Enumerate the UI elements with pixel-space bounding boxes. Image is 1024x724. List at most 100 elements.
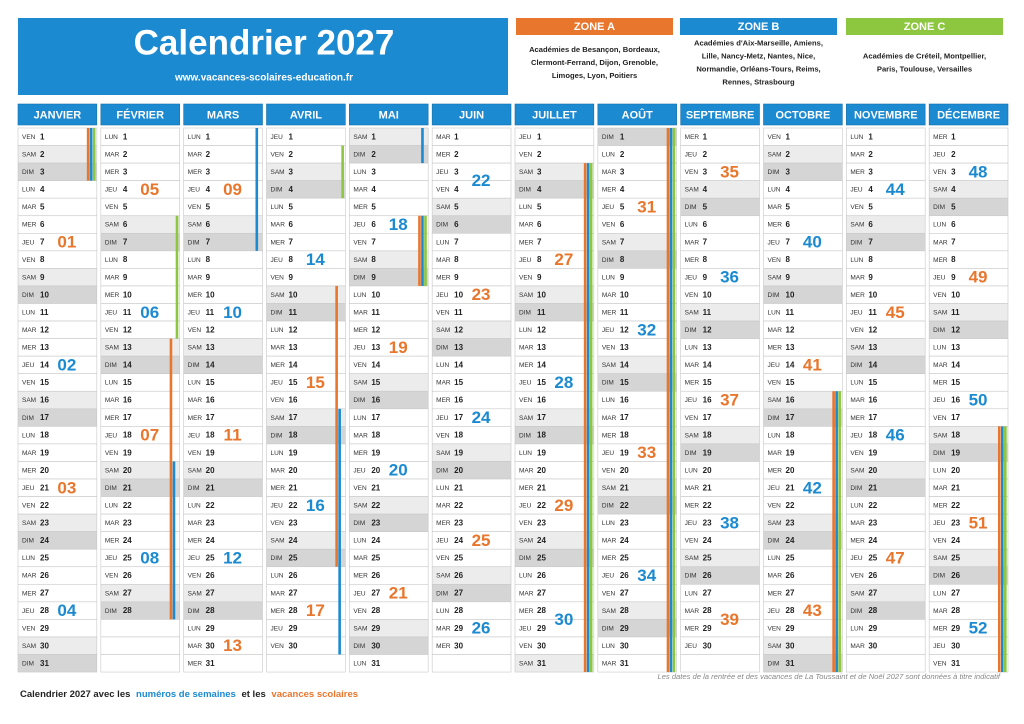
day-number: 12 — [620, 325, 629, 334]
weekday: MER — [685, 380, 700, 387]
vacation-stripe — [255, 128, 259, 251]
weekday: MAR — [685, 485, 700, 492]
weekday: JEU — [436, 169, 449, 176]
weekday: LUN — [850, 257, 863, 264]
weekday: LUN — [933, 590, 946, 597]
weekday: SAM — [271, 169, 285, 176]
weekday: DIM — [602, 257, 614, 264]
day-number: 8 — [123, 255, 128, 264]
day-number: 6 — [868, 220, 873, 229]
day-number: 14 — [620, 361, 629, 370]
day-number: 21 — [40, 483, 49, 492]
day-number: 25 — [40, 554, 49, 563]
day-number: 13 — [703, 343, 712, 352]
day-number: 29 — [537, 624, 546, 633]
day-number: 11 — [951, 308, 960, 317]
day-number: 19 — [868, 448, 877, 457]
weekday: MAR — [188, 152, 203, 159]
zone-name: ZONE C — [904, 21, 946, 33]
day-number: 16 — [868, 396, 877, 405]
week-number: 51 — [969, 513, 988, 532]
day-number: 5 — [371, 203, 376, 212]
weekday: JEU — [850, 187, 863, 194]
day-number: 2 — [868, 150, 873, 159]
day-number: 28 — [620, 606, 629, 615]
weekday: DIM — [188, 239, 200, 246]
weekday: JEU — [188, 555, 201, 562]
day-number: 13 — [289, 343, 298, 352]
weekday: DIM — [602, 503, 614, 510]
day-number: 6 — [289, 220, 294, 229]
weekday: MER — [602, 432, 617, 439]
month-header — [846, 103, 926, 126]
day-number: 27 — [951, 589, 960, 598]
weekday: VEN — [850, 204, 864, 211]
day-number: 13 — [868, 343, 877, 352]
weekday: VEN — [768, 257, 782, 264]
weekday: JEU — [436, 292, 449, 299]
day-number: 31 — [371, 659, 380, 668]
day-number: 25 — [786, 554, 795, 563]
weekday: VEN — [22, 625, 36, 632]
day-number: 9 — [40, 273, 45, 282]
week-number: 49 — [969, 268, 988, 287]
day-number: 27 — [40, 589, 49, 598]
day-number: 12 — [703, 325, 712, 334]
week-number: 40 — [803, 233, 822, 252]
day-number: 6 — [951, 220, 956, 229]
weekday: DIM — [436, 467, 448, 474]
weekday: MER — [602, 309, 617, 316]
day-number: 30 — [537, 641, 546, 650]
month-header — [680, 103, 760, 126]
day-number: 26 — [620, 571, 629, 580]
weekday: SAM — [768, 520, 782, 527]
day-number: 6 — [703, 220, 708, 229]
weekday: MAR — [353, 555, 368, 562]
weekday: MAR — [519, 590, 534, 597]
day-number: 22 — [868, 501, 877, 510]
day-number: 8 — [454, 255, 459, 264]
weekday: JEU — [105, 432, 118, 439]
weekday: MAR — [436, 380, 451, 387]
weekday: VEN — [602, 467, 616, 474]
day-number: 6 — [371, 220, 376, 229]
weekday: DIM — [602, 380, 614, 387]
weekday: JEU — [685, 397, 698, 404]
weekday: LUN — [602, 152, 615, 159]
day-number: 3 — [868, 167, 873, 176]
week-number: 41 — [803, 355, 822, 374]
day-number: 11 — [40, 308, 49, 317]
month-name: FÉVRIER — [116, 108, 164, 121]
weekday: MAR — [850, 152, 865, 159]
weekday: DIM — [271, 432, 283, 439]
day-number: 15 — [206, 378, 215, 387]
day-number: 18 — [868, 431, 877, 440]
title-banner — [18, 18, 508, 95]
weekday: DIM — [519, 555, 531, 562]
weekday: JEU — [768, 608, 781, 615]
weekday: SAM — [768, 152, 782, 159]
weekday: DIM — [685, 327, 697, 334]
day-number: 17 — [40, 413, 49, 422]
day-number: 31 — [40, 659, 49, 668]
weekday: MAR — [850, 274, 865, 281]
day-number: 21 — [371, 483, 380, 492]
day-number: 19 — [371, 448, 380, 457]
day-number: 22 — [123, 501, 132, 510]
day-number: 29 — [620, 624, 629, 633]
week-number: 02 — [57, 355, 76, 374]
weekday: JEU — [22, 362, 35, 369]
week-number: 30 — [554, 610, 573, 629]
day-number: 29 — [289, 624, 298, 633]
zone-academies: Académies de Besançon, Bordeaux, — [529, 45, 660, 54]
day-number: 16 — [620, 396, 629, 405]
weekday: DIM — [22, 169, 34, 176]
day-number: 23 — [371, 518, 380, 527]
day-number: 13 — [123, 343, 132, 352]
vacation-stripe — [338, 408, 341, 655]
week-number: 34 — [637, 566, 656, 585]
week-number: 19 — [389, 338, 408, 357]
day-number: 31 — [951, 659, 960, 668]
weekday: JEU — [271, 257, 284, 264]
day-number: 21 — [206, 483, 215, 492]
